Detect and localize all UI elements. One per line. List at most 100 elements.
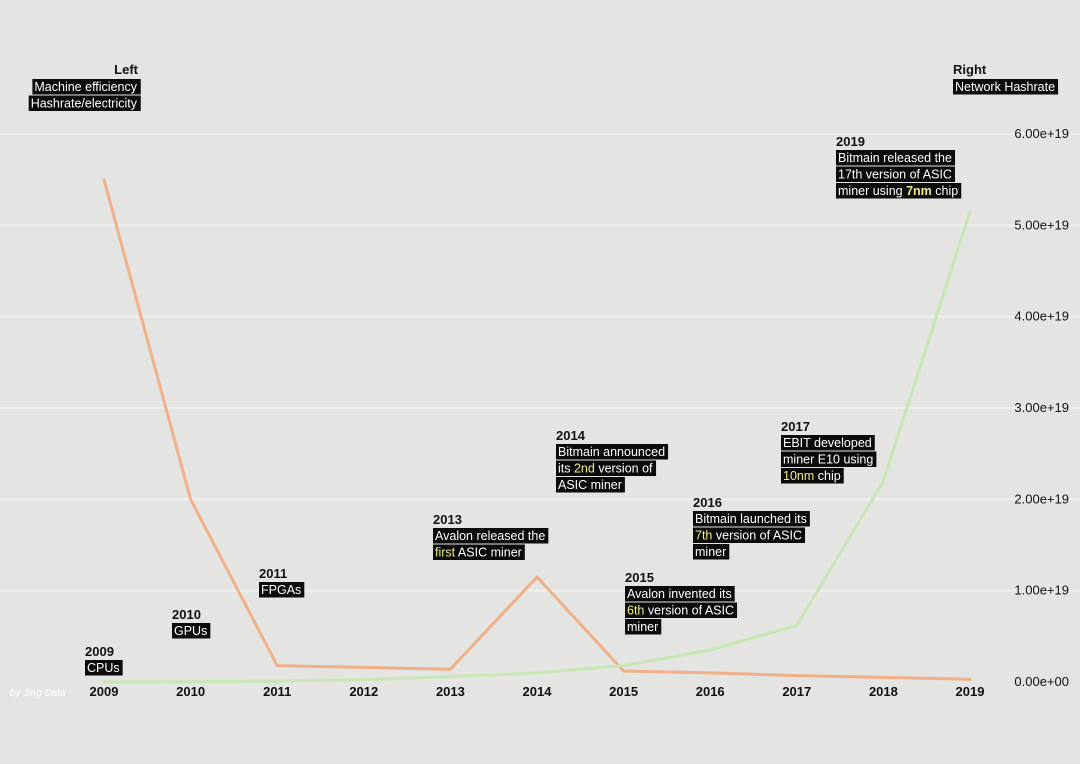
label-background	[32, 79, 141, 95]
y-tick-label: 0.00e+00	[1014, 674, 1069, 689]
annotation-text: Bitmain announced	[558, 445, 665, 459]
annotation-line: miner	[625, 619, 662, 635]
annotation-text: miner	[627, 620, 658, 634]
annotation-year: 2010	[172, 607, 201, 622]
annotation-line: CPUs	[85, 660, 123, 676]
annotation-year: 2019	[836, 134, 865, 149]
annotation-2009: 2009 CPUs	[85, 644, 123, 676]
x-tick-label: 2015	[609, 684, 638, 699]
x-tick-label: 2012	[349, 684, 378, 699]
annotation-2015: 2015 Avalon invented its 6th version of AS…	[625, 570, 738, 635]
label-background	[693, 527, 806, 543]
label-background	[836, 166, 955, 182]
label-background	[28, 95, 141, 111]
x-tick-label: 2019	[956, 684, 985, 699]
annotation-line: 17th version of ASIC	[836, 166, 955, 182]
label-background	[625, 619, 662, 635]
annotation-text: GPUs	[174, 624, 207, 638]
annotation-2013: 2013 Avalon released the first ASIC miner	[433, 512, 549, 560]
annotation-text: Bitmain released the	[838, 151, 952, 165]
annotation-2017: 2017 EBIT developed miner E10 using 10nm ch…	[781, 419, 877, 484]
annotation-line: miner E10 using	[781, 451, 877, 467]
annotation-line: Hashrate/electricity	[28, 95, 141, 111]
annotation-text: 17th version of ASIC	[838, 168, 952, 182]
grid	[0, 133, 1080, 592]
annotation-year: 2017	[781, 419, 810, 434]
x-tick-label: 2014	[523, 684, 553, 699]
annotation-text: Avalon released the	[435, 529, 545, 543]
annotation-line: 10nm chip	[781, 468, 844, 484]
annotation-text: Avalon invented its	[627, 587, 732, 601]
annotation-text: miner E10 using	[783, 453, 873, 467]
label-background	[781, 451, 877, 467]
y-tick-label: 2.00e+19	[1014, 491, 1069, 506]
label-background	[781, 435, 875, 451]
annotation-line: miner	[693, 544, 730, 560]
label-background	[836, 150, 956, 166]
label-background	[693, 544, 730, 560]
label-background	[433, 544, 525, 560]
label-background	[556, 477, 625, 493]
annotation-text: 6th version of ASIC	[627, 604, 734, 618]
annotation-text: Machine efficiency	[34, 80, 137, 94]
annotation-text: Hashrate/electricity	[31, 97, 138, 111]
annotation-text: 10nm chip	[783, 469, 841, 483]
y-tick-label: 5.00e+19	[1014, 217, 1069, 232]
series-lines	[102, 178, 972, 684]
annotation-line: Machine efficiency	[32, 79, 141, 95]
annotation-text: miner	[695, 545, 726, 559]
annotations: 2009 CPUs 2010 GPUs 2011 FPGAs 2013 Avalon rele…	[85, 134, 962, 676]
right-axis-ticks: 0.00e+00 1.00e+19 2.00e+19 3.00e+19 4.00e+19…	[1014, 126, 1069, 689]
right-axis-heading: Right	[953, 62, 987, 77]
annotation-year: 2011	[259, 566, 287, 581]
annotation-text: Bitmain launched its	[695, 512, 807, 526]
x-tick-label: 2018	[869, 684, 898, 699]
x-tick-label: 2010	[176, 684, 205, 699]
annotation-2016: 2016 Bitmain launched its 7th version of A…	[693, 495, 810, 560]
annotation-2019: 2019 Bitmain released the 17th version of …	[836, 134, 962, 199]
axis-headers: Left Machine efficiency Hashrate/electrici…	[28, 62, 1059, 111]
x-tick-label: 2013	[436, 684, 465, 699]
annotation-text: ASIC miner	[558, 478, 622, 492]
label-background	[625, 586, 735, 602]
x-axis-ticks: 2009 2010 2011 2012 2013 2014 2015 2016 2017 2018…	[10, 684, 984, 699]
annotation-line: its 2nd version of	[556, 460, 657, 476]
annotation-text: Network Hashrate	[955, 80, 1055, 94]
annotation-text: CPUs	[87, 661, 120, 675]
hashrate-line	[102, 210, 972, 684]
x-tick-label: 2016	[696, 684, 725, 699]
label-background	[953, 79, 1059, 95]
label-background	[172, 623, 211, 639]
label-background	[781, 468, 844, 484]
x-tick-label: 2011	[263, 684, 291, 699]
annotation-text: EBIT developed	[783, 436, 872, 450]
label-background	[556, 444, 669, 460]
annotation-year: 2009	[85, 644, 114, 659]
label-background	[625, 602, 738, 618]
annotation-2010: 2010 GPUs	[172, 607, 211, 639]
annotation-line: ASIC miner	[556, 477, 625, 493]
annotation-text: 7th version of ASIC	[695, 529, 802, 543]
annotation-line: miner using 7nm chip	[836, 183, 962, 199]
label-background	[836, 183, 962, 199]
label-background	[85, 660, 123, 676]
label-background	[259, 582, 305, 598]
annotation-line: 6th version of ASIC	[625, 602, 738, 618]
annotation-2011: 2011 FPGAs	[259, 566, 305, 598]
y-tick-label: 3.00e+19	[1014, 400, 1069, 415]
annotation-year: 2013	[433, 512, 462, 527]
annotation-text: first ASIC miner	[435, 546, 522, 560]
x-tick-label: 2017	[782, 684, 811, 699]
annotation-line: FPGAs	[259, 582, 305, 598]
annotation-line: Avalon released the	[433, 528, 549, 544]
annotation-text: FPGAs	[261, 583, 301, 597]
annotation-line: EBIT developed	[781, 435, 875, 451]
x-tick-label: 2009	[90, 684, 119, 699]
label-background	[556, 460, 657, 476]
annotation-line: first ASIC miner	[433, 544, 525, 560]
y-tick-label: 6.00e+19	[1014, 126, 1069, 141]
efficiency-line	[102, 178, 972, 681]
annotation-year: 2014	[556, 428, 586, 443]
annotation-line: Bitmain launched its	[693, 511, 810, 527]
